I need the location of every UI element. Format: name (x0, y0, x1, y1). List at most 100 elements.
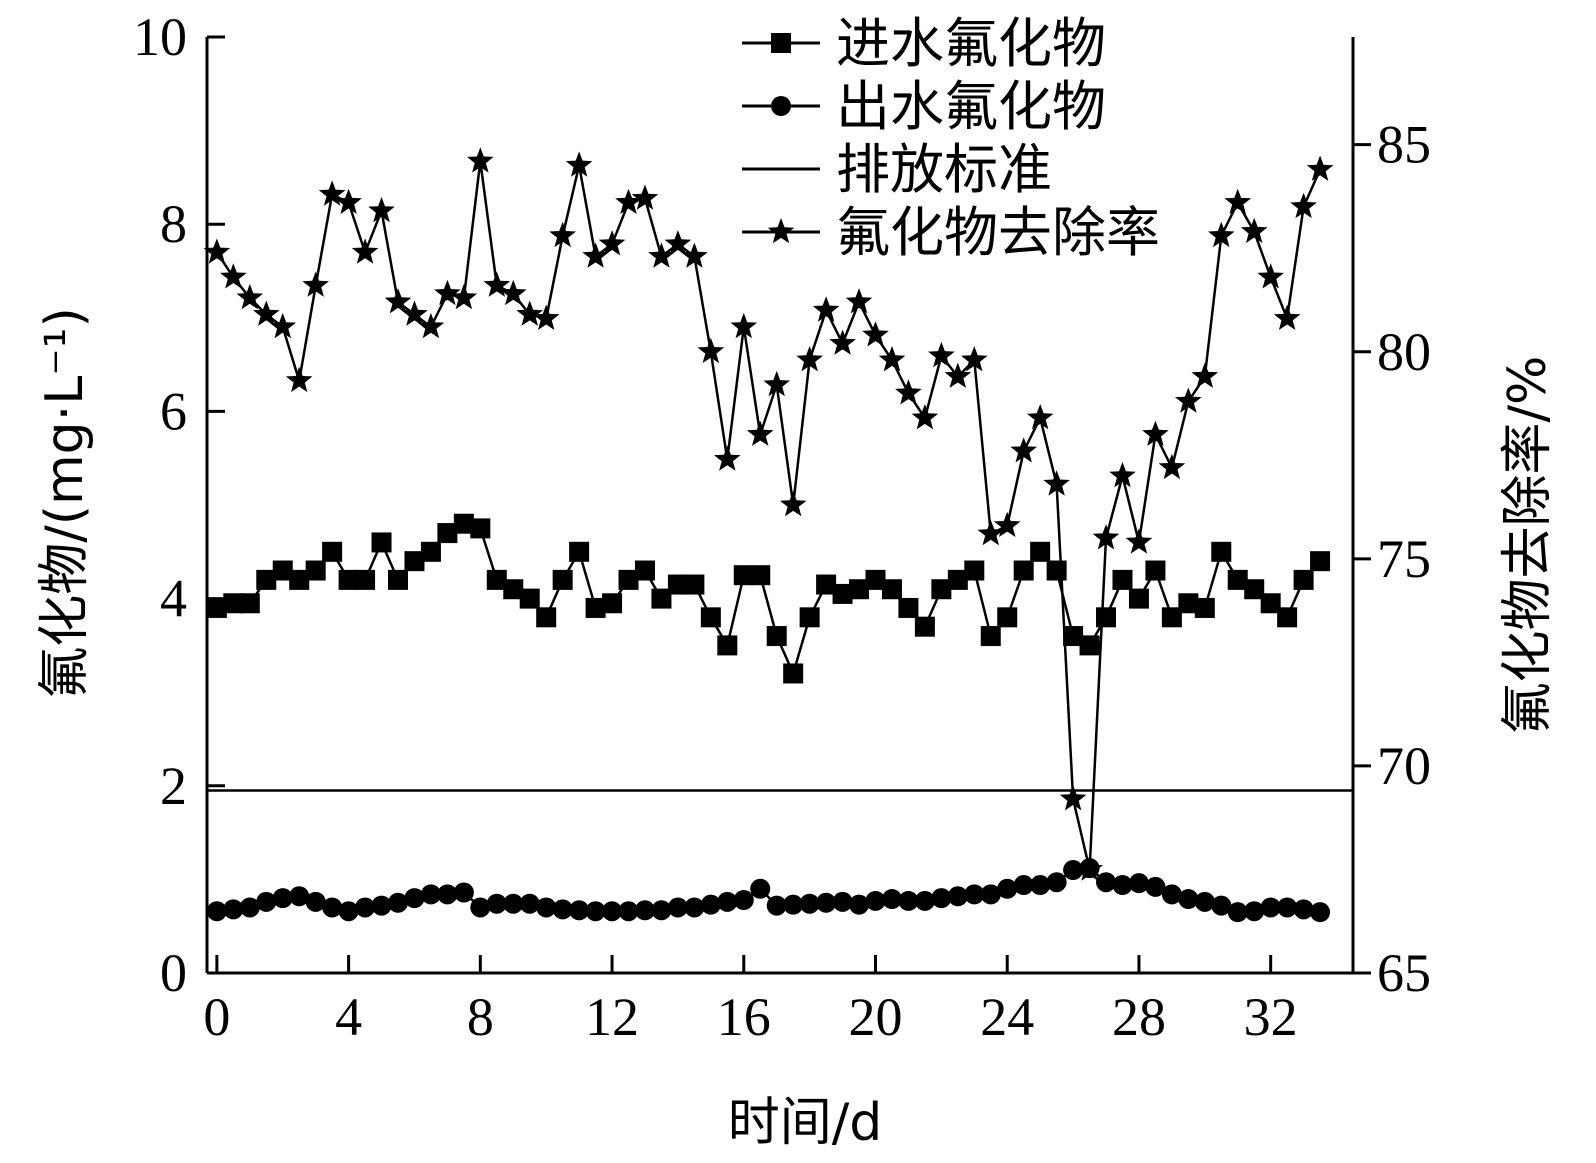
series-4-point (269, 312, 297, 339)
legend-item: 排放标准 (742, 138, 1052, 201)
series-2-point (832, 891, 853, 912)
x-axis: 0 4 8 12 16 20 24 28 32 (203, 955, 1298, 1047)
series-1-point (997, 607, 1018, 628)
series-1-point (206, 597, 227, 618)
series-1-point (289, 569, 310, 590)
series-1-point (947, 569, 968, 590)
series-2-point (1227, 902, 1248, 923)
series-2-point (898, 890, 919, 911)
series-1-point (849, 579, 870, 600)
series-1-point (1096, 607, 1117, 628)
series-2-point (519, 893, 540, 914)
series-4-point (862, 321, 889, 347)
series-2-point (289, 886, 310, 907)
series-2-point (536, 897, 557, 918)
series-1-point (783, 663, 804, 684)
series-1-point (1244, 579, 1265, 600)
left-y-tick-label: 8 (160, 194, 187, 254)
x-tick-label: 24 (980, 987, 1034, 1047)
series-4-point (1142, 420, 1169, 446)
series-4-point (1175, 387, 1202, 413)
left-y-tick-label: 4 (160, 569, 187, 629)
series-4-point (895, 379, 922, 405)
x-tick-label: 4 (335, 987, 362, 1047)
series-4-point (911, 404, 939, 430)
series-1-point (371, 532, 392, 553)
series-1-point (717, 635, 738, 656)
series-2-point (486, 893, 507, 914)
series-4-point (1026, 404, 1054, 430)
left-y-axis-title: 氟化物/(mg·L⁻¹) (35, 307, 95, 699)
series-1-point (766, 626, 787, 647)
series-2-point (371, 895, 392, 916)
series-4-point (220, 263, 247, 289)
series-2-point (272, 888, 293, 909)
right-y-tick-label: 70 (1377, 736, 1431, 796)
series-1-point (256, 569, 277, 590)
series-1-point (404, 551, 425, 572)
series-4-point (977, 520, 1005, 546)
series-4-point (1076, 855, 1103, 881)
series-2-point (1244, 901, 1265, 922)
series-1-point (239, 593, 260, 614)
series-4-line (215, 161, 1322, 870)
legend-marker (767, 218, 795, 244)
legend-label: 排放标准 (836, 138, 1052, 201)
series-2-point (1030, 875, 1051, 896)
series-4-point (648, 242, 675, 268)
series-1-point (486, 569, 507, 590)
legend-marker (771, 33, 791, 53)
series-2-point (1178, 889, 1199, 910)
x-tick-label: 28 (1112, 987, 1166, 1047)
series-1-point (684, 574, 705, 595)
series-1-point (651, 588, 672, 609)
series-2-point (1194, 891, 1215, 912)
series-1-point (536, 607, 557, 628)
series-2-point (1260, 897, 1281, 918)
series-4-point (253, 300, 280, 326)
series-4-point (1043, 470, 1070, 496)
series-2-point (634, 900, 655, 921)
series-4-point (1191, 362, 1219, 388)
series-1-point (1293, 569, 1314, 590)
series-1-point (420, 541, 441, 562)
series-2-point (470, 897, 491, 918)
right-y-tick-label: 80 (1377, 322, 1431, 382)
legend-label: 出水氟化物 (836, 75, 1106, 138)
right-y-tick-label: 85 (1377, 115, 1431, 175)
series-4-point (878, 346, 906, 372)
series-4-point (417, 312, 445, 339)
series-2-point (223, 899, 244, 920)
legend-label: 氟化物去除率 (836, 201, 1160, 264)
series-4-point (203, 238, 231, 264)
series-2-point (1277, 897, 1298, 918)
series-4 (203, 147, 1334, 881)
series-2-point (1112, 875, 1133, 896)
x-tick-label: 12 (585, 987, 639, 1047)
series-4-point (812, 296, 840, 322)
series-1-point (634, 560, 655, 581)
series-1-point (964, 560, 985, 581)
series-1 (206, 513, 1331, 684)
series-2-point (338, 901, 359, 922)
series-2-point (256, 891, 277, 912)
series-4-point (1273, 304, 1301, 330)
series-4-point (450, 283, 478, 310)
series-1-point (1277, 607, 1298, 628)
series-4-point (532, 304, 560, 330)
series-4-point (944, 362, 972, 388)
series-2-point (733, 889, 754, 910)
series-4-point (351, 238, 379, 264)
right-y-tick-label: 75 (1377, 529, 1431, 589)
series-4-point (467, 147, 494, 173)
left-y-axis: 0 2 4 6 8 10 (133, 7, 225, 1003)
series-1-point (322, 541, 343, 562)
series-4-point (615, 188, 642, 214)
right-y-axis-title: 氟化物去除率/% (1498, 356, 1558, 735)
left-y-tick-label: 0 (160, 943, 187, 1003)
series-1-point (733, 565, 754, 586)
series-1-point (437, 523, 458, 544)
series-4-point (1290, 192, 1317, 219)
series-4-point (845, 288, 873, 314)
right-y-tick-label: 65 (1377, 943, 1431, 1003)
